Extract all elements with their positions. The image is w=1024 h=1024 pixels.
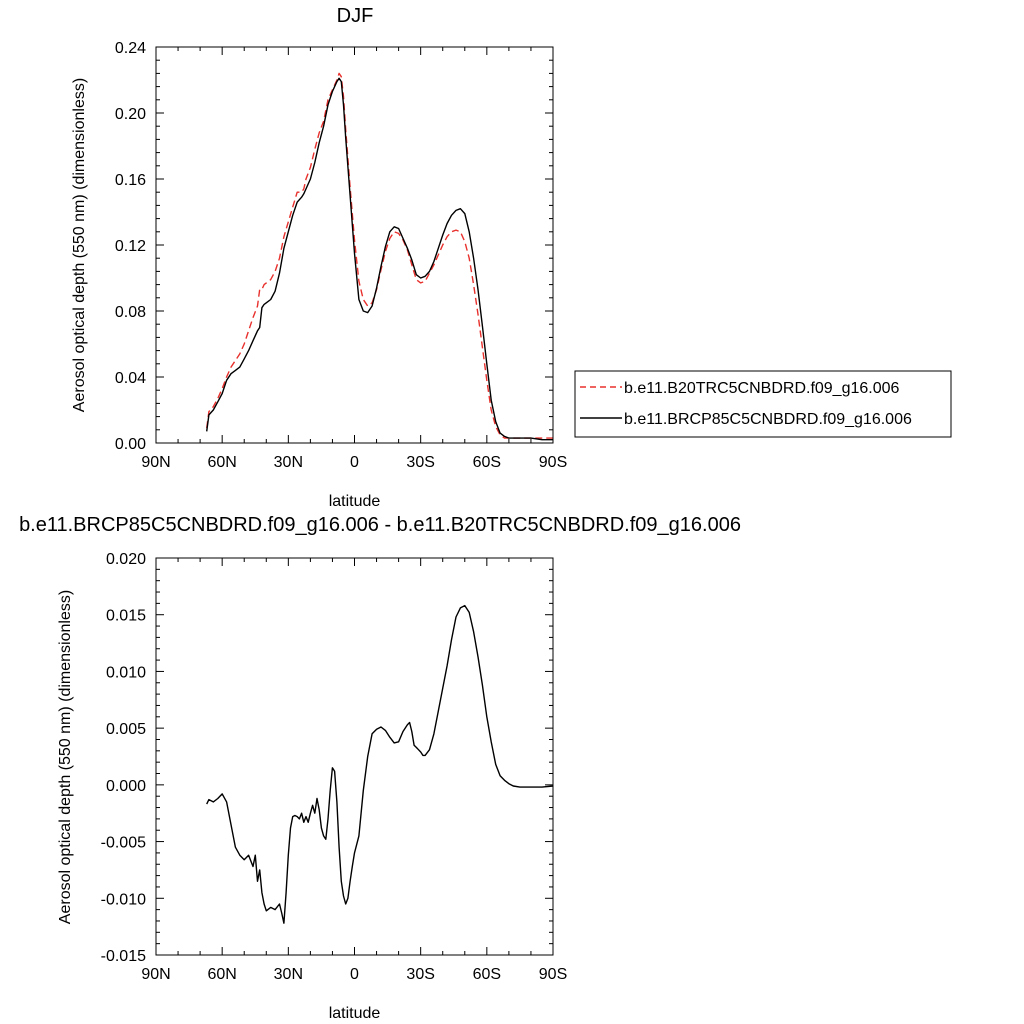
top-plot-frame — [155, 46, 554, 444]
bottom-x-tick-label: 0 — [350, 966, 359, 983]
bottom-series-line-1 — [206, 604, 554, 924]
bottom-y-axis-title: Aerosol optical depth (550 nm) (dimensio… — [57, 590, 74, 924]
top-y-axis-title: Aerosol optical depth (550 nm) (dimensio… — [71, 78, 88, 412]
top-y-tick-label: 0.24 — [115, 40, 146, 57]
top-y-tick-label: 0.12 — [115, 238, 146, 255]
top-y-tick-label: 0.00 — [115, 436, 146, 453]
bottom-y-tick-label: 0.000 — [106, 778, 146, 795]
top-x-axis-title: latitude — [329, 493, 381, 510]
top-x-tick-label: 30N — [274, 454, 303, 471]
bottom-x-tick-label: 90N — [141, 966, 170, 983]
legend-label-series-2: b.e11.BRCP85C5CNBDRD.f09_g16.006 — [624, 411, 912, 428]
bottom-y-tick-label: 0.010 — [106, 664, 146, 681]
top-y-tick-label: 0.20 — [115, 106, 146, 123]
top-y-tick-label: 0.16 — [115, 172, 146, 189]
legend-label-series-1: b.e11.B20TRC5CNBDRD.f09_g16.006 — [624, 380, 900, 397]
top-x-tick-label: 30S — [406, 454, 434, 471]
bottom-y-tick-label: 0.020 — [106, 551, 146, 568]
bottom-x-tick-label: 60N — [207, 966, 236, 983]
bottom-panel: b.e11.BRCP85C5CNBDRD.f09_g16.006 - b.e11… — [19, 514, 741, 1022]
top-x-tick-label: 0 — [350, 454, 359, 471]
bottom-x-tick-label: 30N — [274, 966, 303, 983]
bottom-y-tick-label: 0.015 — [106, 608, 146, 625]
bottom-y-tick-label: -0.005 — [101, 835, 146, 852]
bottom-y-tick-label: -0.010 — [101, 891, 146, 908]
bottom-y-tick-label: -0.015 — [101, 948, 146, 965]
top-panel: DJF 90N 60N 30N 0 30S 60S 90S 0.00 0.04 0.08 0.12 0… — [71, 5, 952, 510]
top-x-tick-label: 90S — [539, 454, 567, 471]
top-x-tick-label: 60S — [473, 454, 501, 471]
top-x-tick-label: 90N — [141, 454, 170, 471]
bottom-x-tick-label: 30S — [406, 966, 434, 983]
top-series-line-2 — [206, 77, 553, 441]
legend: b.e11.B20TRC5CNBDRD.f09_g16.006 b.e11.BR… — [574, 370, 952, 438]
top-chart-title: DJF — [337, 5, 374, 27]
legend-box — [574, 370, 952, 438]
bottom-x-tick-label: 60S — [473, 966, 501, 983]
top-series-line-1 — [206, 72, 553, 439]
top-y-tick-label: 0.08 — [115, 304, 146, 321]
bottom-plot-frame — [155, 557, 554, 956]
top-x-tick-label: 60N — [207, 454, 236, 471]
bottom-x-tick-label: 90S — [539, 966, 567, 983]
bottom-x-axis-title: latitude — [329, 1005, 381, 1022]
bottom-chart-title: b.e11.BRCP85C5CNBDRD.f09_g16.006 - b.e11… — [19, 514, 741, 536]
bottom-y-tick-label: 0.005 — [106, 721, 146, 738]
top-y-tick-label: 0.04 — [115, 370, 146, 387]
